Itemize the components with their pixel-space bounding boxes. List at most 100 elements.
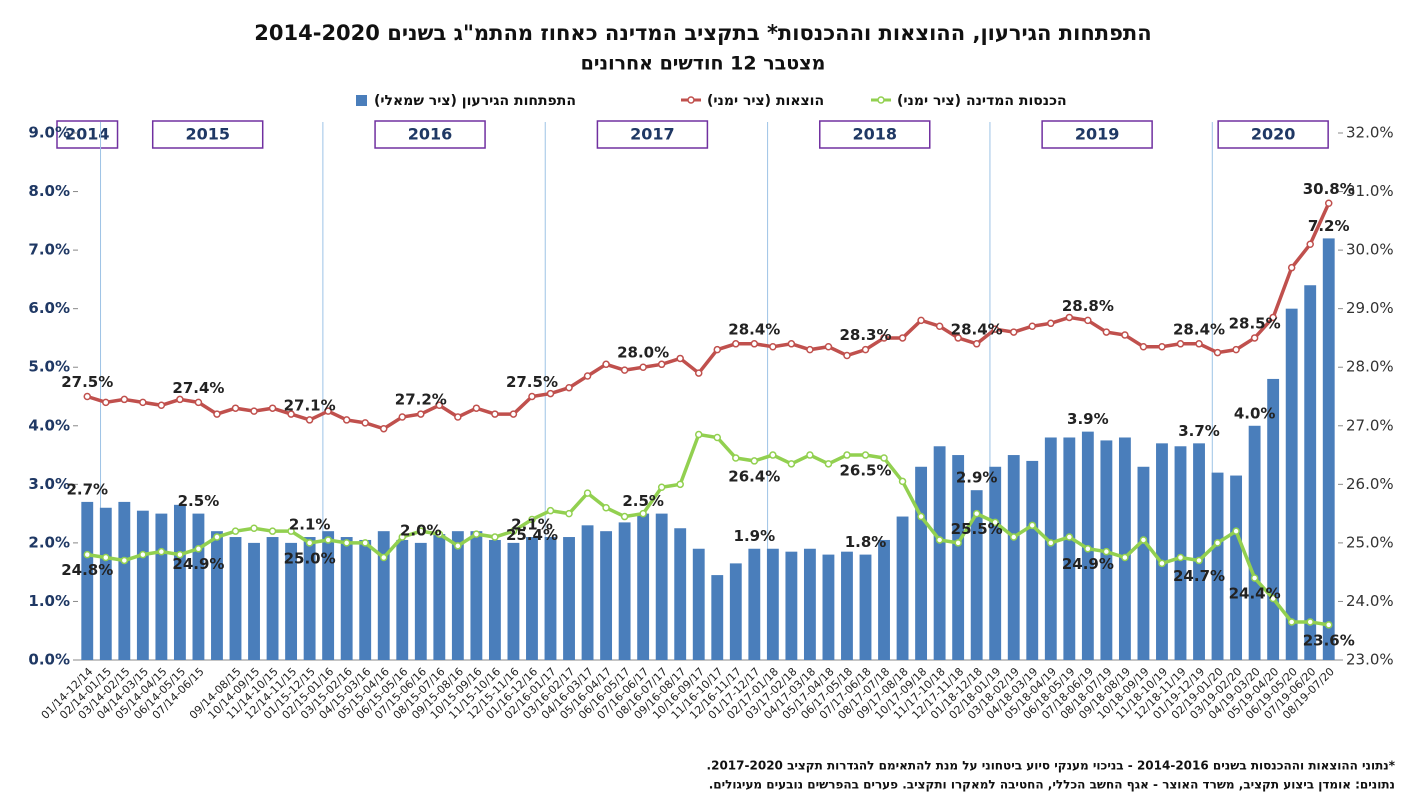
line-point xyxy=(1176,340,1185,348)
bar xyxy=(933,446,946,660)
line-point xyxy=(509,410,518,418)
line-point xyxy=(546,389,555,398)
line-point xyxy=(917,512,925,521)
note: *נתוני ההוצאות וההכנסות בשנים 2014-2016 … xyxy=(707,759,1396,773)
line-point xyxy=(491,410,499,418)
bar xyxy=(1304,285,1317,660)
line-point xyxy=(120,556,129,565)
line-point xyxy=(454,542,462,550)
y2-tick-label: 32.0% xyxy=(1346,124,1394,142)
line-point xyxy=(917,316,925,325)
bar xyxy=(748,548,761,660)
line-point xyxy=(194,544,203,553)
line-point xyxy=(324,407,332,415)
line-point xyxy=(213,533,221,541)
bar xyxy=(618,522,631,660)
bar xyxy=(655,513,668,660)
bar xyxy=(488,539,501,660)
bar xyxy=(970,490,983,660)
line-point xyxy=(1028,521,1037,530)
line-point xyxy=(1139,342,1148,351)
line-point xyxy=(750,457,759,465)
line-point xyxy=(435,530,444,538)
line-point xyxy=(83,392,92,401)
line-point xyxy=(1047,539,1055,547)
y2-tick-label: 26.0% xyxy=(1346,475,1394,493)
line-point xyxy=(1232,527,1240,535)
bar xyxy=(581,525,594,660)
line-point xyxy=(880,334,888,342)
bar xyxy=(1248,425,1261,660)
line-point xyxy=(880,454,888,462)
line-point xyxy=(1306,618,1314,626)
y2-tick-label: 30.0% xyxy=(1346,241,1394,259)
bar xyxy=(414,542,427,660)
line-point xyxy=(861,345,870,354)
bar xyxy=(1137,466,1150,660)
chart-title: התפתחות הגירעון, ההוצאות וההכנסות* בתקצי… xyxy=(254,21,1151,45)
line-point xyxy=(361,539,369,547)
line-point xyxy=(102,398,110,407)
bar xyxy=(1044,437,1057,660)
line-point xyxy=(657,360,666,369)
year-box xyxy=(56,120,119,149)
year-box xyxy=(1217,120,1329,149)
line-point xyxy=(268,527,277,535)
line-point xyxy=(1121,331,1129,339)
data-label: 30.8% xyxy=(1303,180,1355,198)
line-point xyxy=(250,524,258,532)
year-label: 2017 xyxy=(630,125,675,144)
line-point xyxy=(583,372,592,380)
line-point xyxy=(342,416,351,424)
line-point xyxy=(157,401,166,410)
bar xyxy=(229,537,242,660)
bar xyxy=(1118,437,1131,660)
bar xyxy=(859,554,872,660)
data-label: 2.0% xyxy=(400,521,442,539)
bar xyxy=(1007,455,1020,660)
line-point xyxy=(1213,348,1222,357)
line-point xyxy=(1102,547,1111,556)
legend-label: הכנסות המדינה (ציר ימני) xyxy=(897,93,1067,109)
bar xyxy=(359,539,372,660)
bar xyxy=(322,531,335,660)
line-point xyxy=(231,404,240,412)
chart-subtitle: מצטבר 12 חודשים אחרונים xyxy=(581,53,826,75)
bar xyxy=(600,531,613,660)
bar xyxy=(1322,238,1335,660)
data-label: 2.1% xyxy=(289,516,331,534)
bar xyxy=(1267,378,1280,660)
line-point xyxy=(694,430,703,439)
line-point xyxy=(1195,556,1203,565)
bar xyxy=(841,551,853,660)
line xyxy=(86,202,1331,431)
line-point xyxy=(1009,328,1018,336)
data-label: 1.8% xyxy=(845,533,887,551)
data-label: 23.6% xyxy=(1303,631,1355,649)
y-tick-label: 8.0% xyxy=(28,182,70,200)
data-label: 3.9% xyxy=(1067,410,1109,428)
bar xyxy=(692,548,705,660)
line-point xyxy=(398,413,407,421)
line-point xyxy=(1065,533,1074,541)
bar xyxy=(674,528,687,660)
line-point xyxy=(972,509,981,518)
y-tick-label: 1.0% xyxy=(28,592,70,610)
line-point xyxy=(491,533,499,541)
data-label: 28.5% xyxy=(1229,314,1281,332)
line-point xyxy=(620,366,629,374)
line-point xyxy=(898,477,907,486)
bar xyxy=(563,537,575,660)
y2-tick-label: 23.0% xyxy=(1346,651,1394,669)
line-point xyxy=(139,550,147,559)
bar xyxy=(266,537,279,660)
bar xyxy=(211,531,223,660)
line-point xyxy=(806,345,814,354)
year-label: 2016 xyxy=(408,125,453,144)
line-point xyxy=(1195,340,1203,348)
line-point xyxy=(342,539,351,547)
bar xyxy=(99,507,112,660)
data-label: 1.9% xyxy=(734,527,776,545)
line-point xyxy=(954,334,962,342)
data-label: 25.4% xyxy=(506,526,558,544)
